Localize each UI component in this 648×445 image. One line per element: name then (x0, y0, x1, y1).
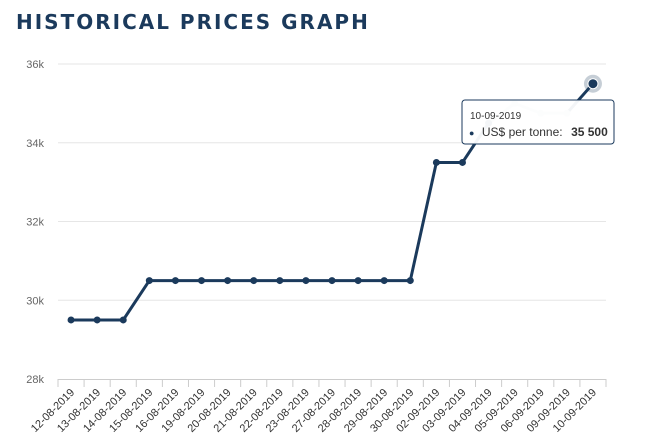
y-tick-label: 32k (26, 217, 44, 229)
data-point[interactable] (171, 277, 179, 285)
data-point[interactable] (302, 277, 310, 285)
data-point[interactable] (354, 277, 362, 285)
data-point-active[interactable] (587, 78, 599, 90)
data-point[interactable] (119, 316, 127, 324)
y-grid (58, 63, 606, 301)
tooltip-series-line: ● US$ per tonne: 35 500 (469, 123, 608, 140)
data-point[interactable] (432, 158, 440, 166)
y-tick-label: 28k (26, 374, 44, 386)
y-axis: 28k 30k 32k 34k 36k (26, 59, 44, 386)
tooltip-value: 35 500 (571, 125, 608, 139)
x-axis (57, 379, 607, 387)
tooltip: 10-09-2019 ● US$ per tonne: 35 500 (461, 99, 615, 145)
tooltip-date: 10-09-2019 (470, 111, 522, 122)
tooltip-bullet-icon: ● (469, 128, 474, 138)
data-point[interactable] (250, 277, 258, 285)
y-tick-label: 34k (26, 138, 44, 150)
data-point[interactable] (458, 158, 466, 166)
data-point[interactable] (328, 277, 336, 285)
data-point[interactable] (406, 277, 414, 285)
data-point[interactable] (145, 277, 153, 285)
data-point[interactable] (380, 277, 388, 285)
x-axis-labels: 12-08-201913-08-201914-08-201915-08-2019… (29, 387, 599, 435)
tooltip-box (461, 99, 615, 145)
tooltip-series-label: US$ per tonne: (482, 125, 563, 139)
page-title: HISTORICAL PRICES GRAPH (16, 10, 370, 34)
data-point[interactable] (198, 277, 206, 285)
data-point[interactable] (276, 277, 284, 285)
data-point[interactable] (93, 316, 101, 324)
y-tick-label: 30k (26, 295, 44, 307)
y-tick-label: 36k (26, 59, 44, 71)
data-point[interactable] (67, 316, 75, 324)
data-point[interactable] (224, 277, 232, 285)
